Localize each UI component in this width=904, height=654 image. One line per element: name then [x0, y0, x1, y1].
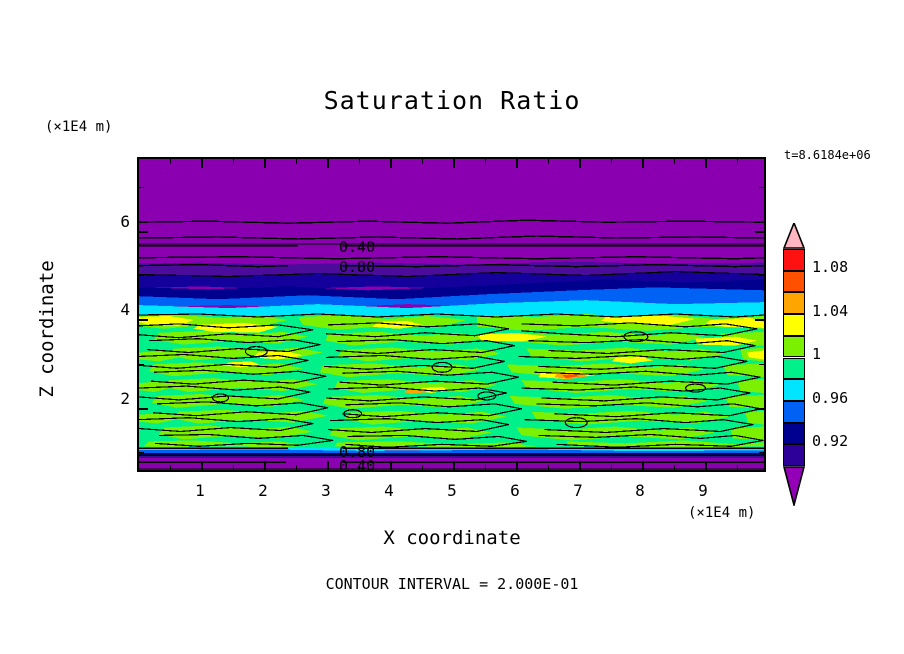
x-top-major-tick [390, 159, 392, 168]
x-top-major-tick [327, 159, 329, 168]
y-right-major-tick [755, 408, 764, 410]
contour-field [139, 159, 764, 470]
x-top-major-tick [264, 159, 266, 168]
x-tick-label-6: 6 [510, 481, 520, 500]
x-tick-label-5: 5 [447, 481, 457, 500]
x-top-minor-tick [548, 159, 549, 164]
x-major-tick-8 [642, 461, 644, 470]
x-major-tick-9 [705, 461, 707, 470]
y-axis-title: Z coordinate [36, 260, 58, 398]
colorbar-band-orangered [783, 270, 805, 293]
y-minor-tick [139, 275, 144, 276]
x-top-minor-tick [359, 159, 360, 164]
x-top-minor-tick [611, 159, 612, 164]
x-minor-tick [233, 465, 234, 470]
y-right-minor-tick [759, 452, 764, 453]
x-major-tick-2 [264, 461, 266, 470]
x-top-minor-tick [233, 159, 234, 164]
colorbar-tick-label-108: 1.08 [812, 258, 849, 276]
x-top-minor-tick [422, 159, 423, 164]
x-minor-tick [359, 465, 360, 470]
x-minor-tick [296, 465, 297, 470]
x-top-major-tick [579, 159, 581, 168]
y-tick-label-6: 6 [120, 212, 130, 231]
x-tick-label-1: 1 [195, 481, 205, 500]
x-top-major-tick [516, 159, 518, 168]
y-right-minor-tick [759, 275, 764, 276]
colorbar-tick-label-1: 1 [812, 345, 822, 363]
x-minor-tick [170, 465, 171, 470]
x-top-minor-tick [485, 159, 486, 164]
y-major-tick-2 [139, 408, 148, 410]
x-top-minor-tick [674, 159, 675, 164]
y-major-tick-4 [139, 319, 148, 321]
x-major-tick-4 [390, 461, 392, 470]
x-major-tick-5 [453, 461, 455, 470]
x-minor-tick [422, 465, 423, 470]
x-tick-label-2: 2 [258, 481, 268, 500]
x-top-minor-tick [170, 159, 171, 164]
x-minor-tick [674, 465, 675, 470]
contour-label-upper-080: 0.80 [339, 258, 376, 276]
x-minor-tick [737, 465, 738, 470]
x-major-tick-7 [579, 461, 581, 470]
y-minor-tick [139, 452, 144, 453]
colorbar-band-navy [783, 422, 805, 445]
colorbar-band-orange [783, 292, 805, 315]
x-tick-label-3: 3 [321, 481, 331, 500]
colorbar-band-red [783, 249, 805, 271]
x-tick-label-8: 8 [635, 481, 645, 500]
x-top-major-tick [705, 159, 707, 168]
colorbar-band-yellowgreen [783, 335, 805, 358]
y-axis-unit-label: (×1E4 m) [45, 119, 113, 135]
y-major-tick-6 [139, 231, 148, 233]
x-axis-title: X coordinate [383, 527, 521, 549]
x-tick-label-4: 4 [384, 481, 394, 500]
x-tick-label-9: 9 [698, 481, 708, 500]
x-minor-tick [485, 465, 486, 470]
y-right-major-tick [755, 319, 764, 321]
x-minor-tick [611, 465, 612, 470]
colorbar-band-yellow [783, 314, 805, 336]
colorbar-band-cyan [783, 379, 805, 401]
timestamp-label: t=8.6184e+06 [784, 148, 871, 162]
colorbar-under-arrow [783, 466, 805, 506]
x-minor-tick [548, 465, 549, 470]
y-right-minor-tick [759, 187, 764, 188]
colorbar-tick-label-104: 1.04 [812, 302, 849, 320]
colorbar-tick-label-096: 0.96 [812, 389, 849, 407]
colorbar-band-springgreen [783, 357, 805, 380]
contour-label-lower-040: 0.40 [339, 457, 376, 472]
y-minor-tick [139, 364, 144, 365]
x-top-major-tick [201, 159, 203, 168]
contour-plot-area: 0.40 0.80 0.80 0.40 [137, 157, 766, 472]
x-top-minor-tick [296, 159, 297, 164]
x-axis-unit-label: (×1E4 m) [688, 505, 756, 521]
contour-interval-label: CONTOUR INTERVAL = 2.000E-01 [325, 575, 579, 593]
x-top-major-tick [453, 159, 455, 168]
colorbar-over-arrow [783, 223, 805, 249]
x-top-major-tick [642, 159, 644, 168]
x-tick-label-7: 7 [573, 481, 583, 500]
colorbar-tick-label-092: 0.92 [812, 432, 849, 450]
colorbar-band-blue [783, 400, 805, 423]
colorbar-band-indigo [783, 444, 805, 466]
contour-label-lower-080: 0.80 [339, 443, 376, 461]
page-title: Saturation Ratio [323, 86, 581, 115]
y-tick-label-2: 2 [120, 389, 130, 408]
x-major-tick-6 [516, 461, 518, 470]
y-minor-tick [139, 187, 144, 188]
x-top-minor-tick [737, 159, 738, 164]
y-right-minor-tick [759, 364, 764, 365]
y-right-major-tick [755, 231, 764, 233]
y-tick-label-4: 4 [120, 300, 130, 319]
x-major-tick-3 [327, 461, 329, 470]
colorbar [783, 223, 805, 506]
x-major-tick-1 [201, 461, 203, 470]
contour-label-upper-040: 0.40 [339, 238, 376, 256]
